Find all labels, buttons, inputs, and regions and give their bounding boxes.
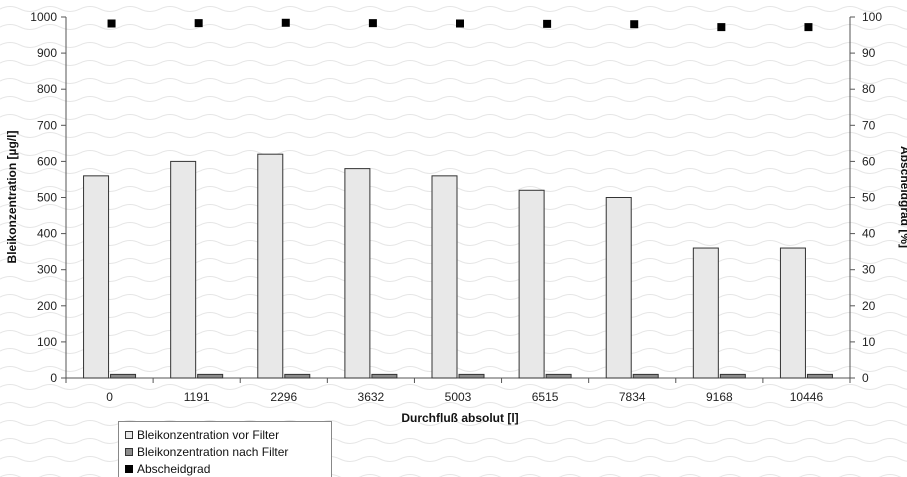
bar-nach-filter <box>458 373 485 379</box>
y-tick-label: 300 <box>37 263 57 277</box>
y-tick-label: 0 <box>50 371 57 385</box>
point-abscheidgrad <box>543 19 552 28</box>
bar-nach-filter <box>719 373 746 379</box>
point-abscheidgrad <box>281 18 290 27</box>
bar-nach-filter <box>545 373 572 379</box>
point-abscheidgrad <box>368 19 377 28</box>
y2-tick-label: 30 <box>862 263 876 277</box>
bar-nach-filter <box>110 373 137 379</box>
series-points-abscheidgrad <box>107 18 813 32</box>
y-axis-ticks: 0 100 200 300 400 500 600 700 800 900 1000 <box>30 10 66 385</box>
y2-tick-label: 80 <box>862 82 876 96</box>
x-tick-label: 7834 <box>619 390 646 404</box>
legend-item-abscheidgrad: Abscheidgrad <box>125 460 331 477</box>
series-bars-nach-filter <box>110 373 833 379</box>
y-tick-label: 400 <box>37 227 57 241</box>
x-tick-label: 1191 <box>184 390 210 404</box>
y-tick-label: 900 <box>37 46 57 60</box>
y2-tick-label: 40 <box>862 227 876 241</box>
legend: Bleikonzentration vor Filter Bleikonzent… <box>118 421 332 477</box>
y2-tick-label: 10 <box>862 335 876 349</box>
x-tick-label: 2296 <box>270 390 297 404</box>
y-axis-title: Bleikonzentration [µg/l] <box>5 131 19 264</box>
x-tick-label: 0 <box>106 390 113 404</box>
x-tick-label: 6515 <box>532 390 559 404</box>
bar-vor-filter <box>170 160 197 379</box>
x-axis-title: Durchfluß absolut [l] <box>401 411 518 425</box>
point-abscheidgrad <box>804 23 813 32</box>
legend-label-abscheidgrad: Abscheidgrad <box>137 461 211 476</box>
legend-swatch-vor-filter <box>125 430 133 439</box>
x-axis-ticks: 0 1191 2296 3632 5003 6515 7834 9168 10446 <box>65 378 851 404</box>
bar-nach-filter <box>197 373 224 379</box>
x-tick-label: 3632 <box>358 390 385 404</box>
bar-vor-filter <box>83 175 110 379</box>
y2-axis-title: Abscheidgrad [%] <box>898 146 907 248</box>
legend-swatch-nach-filter <box>125 447 133 456</box>
point-abscheidgrad <box>630 20 639 29</box>
bar-vor-filter <box>431 175 458 379</box>
y2-tick-label: 0 <box>862 371 869 385</box>
series-bars-vor-filter <box>83 153 806 379</box>
bar-nach-filter <box>806 373 833 379</box>
legend-item-vor-filter: Bleikonzentration vor Filter <box>125 426 331 443</box>
y2-axis-ticks: 0 10 20 30 40 50 60 70 80 90 100 <box>850 10 882 385</box>
legend-label-vor-filter: Bleikonzentration vor Filter <box>137 427 280 442</box>
bar-nach-filter <box>284 373 311 379</box>
y2-tick-label: 60 <box>862 154 876 168</box>
bar-nach-filter <box>632 373 659 379</box>
point-abscheidgrad <box>717 23 726 32</box>
y-tick-label: 200 <box>37 299 57 313</box>
x-tick-label: 10446 <box>790 390 824 404</box>
x-tick-label: 9168 <box>706 390 733 404</box>
legend-label-nach-filter: Bleikonzentration nach Filter <box>137 444 289 459</box>
y2-tick-label: 90 <box>862 46 876 60</box>
bar-vor-filter <box>518 189 545 379</box>
point-abscheidgrad <box>194 19 203 28</box>
point-abscheidgrad <box>456 19 464 28</box>
y-tick-label: 600 <box>37 154 57 168</box>
y2-tick-label: 20 <box>862 299 876 313</box>
y-tick-label: 100 <box>37 335 57 349</box>
y2-tick-label: 50 <box>862 191 876 205</box>
bar-vor-filter <box>605 197 632 379</box>
bar-vor-filter <box>257 153 284 379</box>
point-abscheidgrad <box>107 19 116 28</box>
y2-tick-label: 70 <box>862 118 876 132</box>
legend-item-nach-filter: Bleikonzentration nach Filter <box>125 443 331 460</box>
y-tick-label: 1000 <box>30 10 57 24</box>
bar-vor-filter <box>779 247 806 379</box>
legend-swatch-abscheidgrad <box>125 464 133 473</box>
y-tick-label: 800 <box>37 82 57 96</box>
y2-tick-label: 100 <box>862 10 882 24</box>
x-tick-label: 5003 <box>445 390 472 404</box>
bar-nach-filter <box>371 373 398 379</box>
bar-vor-filter <box>344 168 371 379</box>
bar-vor-filter <box>692 247 719 379</box>
y-tick-label: 500 <box>37 191 57 205</box>
y-tick-label: 700 <box>37 118 57 132</box>
